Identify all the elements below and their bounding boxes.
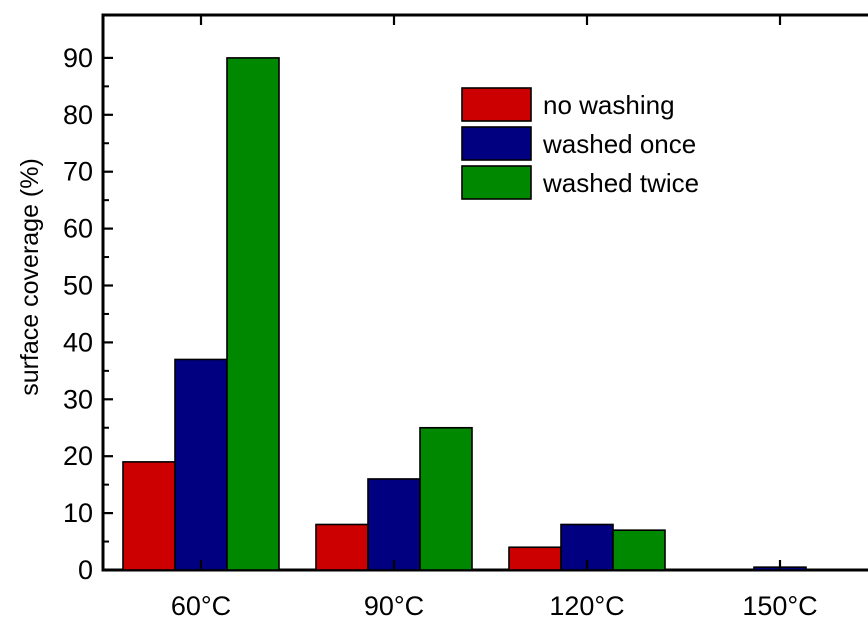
y-axis-title: surface coverage (%) (16, 158, 44, 396)
plot-frame (101, 13, 868, 572)
legend-swatch (461, 165, 532, 200)
x-tick-label: 150°C (742, 591, 817, 620)
y-tick-label: 40 (63, 327, 93, 357)
bar-washed-once-0 (174, 358, 228, 571)
y-tick-label: 50 (63, 271, 93, 301)
legend-swatch (461, 87, 532, 122)
bar-no-washing-2 (508, 546, 562, 571)
plot-area (101, 13, 868, 572)
y-tick-label: 20 (63, 441, 93, 471)
bar-no-washing-1 (315, 523, 369, 571)
bar-washed-twice-1 (419, 426, 473, 571)
bar-no-washing-0 (122, 461, 176, 571)
x-axis: 60°C 90°C 120°C 150°C (171, 15, 818, 620)
x-tick-label: 60°C (171, 591, 231, 620)
y-tick-label: 60 (63, 214, 93, 244)
bar-washed-twice-0 (226, 57, 280, 571)
bar-washed-twice-2 (612, 529, 666, 571)
x-tick-label: 90°C (364, 591, 424, 620)
x-tick-label: 120°C (549, 591, 624, 620)
y-tick-label: 80 (63, 100, 93, 130)
y-axis: 0 10 20 30 40 50 60 70 80 90 (63, 43, 113, 585)
y-tick-label: 90 (63, 43, 93, 73)
y-tick-label: 30 (63, 384, 93, 414)
legend-swatch (461, 126, 532, 161)
legend-label: washed once (542, 129, 696, 159)
legend-label: no washing (543, 90, 675, 120)
legend-label: washed twice (542, 168, 699, 198)
y-tick-label: 70 (63, 157, 93, 187)
y-tick-label: 0 (78, 555, 93, 585)
legend: no washing washed once washed twice (461, 87, 699, 200)
y-tick-label: 10 (63, 498, 93, 528)
bar-washed-once-1 (367, 478, 421, 571)
